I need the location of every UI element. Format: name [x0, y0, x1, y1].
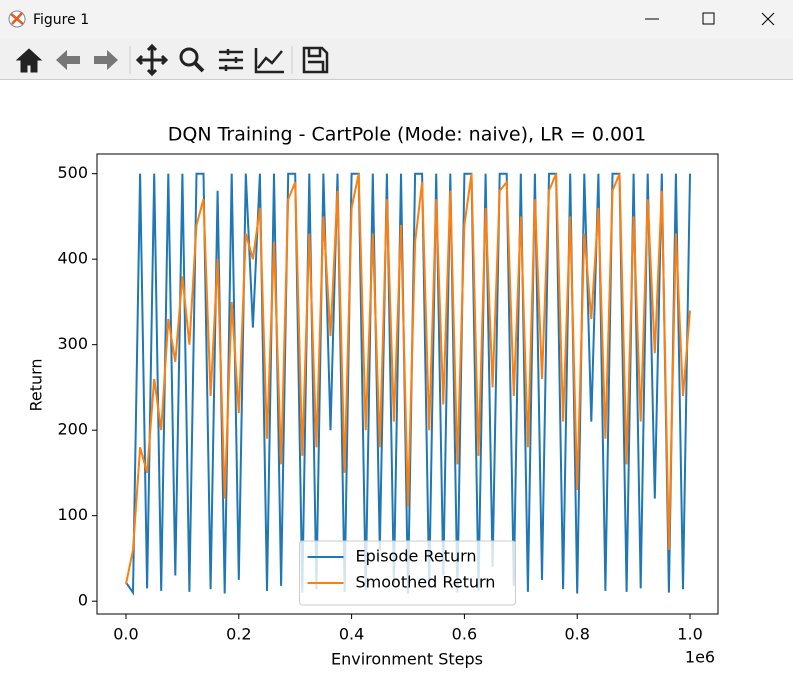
pan-button[interactable] [135, 43, 169, 77]
y-tick-label: 100 [57, 505, 88, 524]
x-tick-label: 0.2 [226, 625, 251, 644]
configure-button[interactable] [219, 49, 243, 71]
title-bar [0, 0, 793, 38]
series-line [125, 173, 691, 585]
home-button[interactable] [15, 48, 43, 73]
chart-title: DQN Training - CartPole (Mode: naive), L… [168, 124, 647, 146]
window-title: Figure 1 [33, 12, 89, 28]
maximize-button[interactable] [702, 12, 715, 25]
y-tick-label: 400 [57, 249, 88, 268]
y-tick-label: 500 [57, 163, 88, 182]
legend-label: Episode Return [356, 547, 477, 566]
y-tick-label: 0 [78, 591, 88, 610]
x-offset-label: 1e6 [685, 648, 715, 667]
x-axis-label: Environment Steps [331, 650, 483, 669]
y-tick-label: 300 [57, 334, 88, 353]
app-icon [8, 10, 26, 28]
legend-label: Smoothed Return [356, 573, 496, 592]
zoom-button[interactable] [179, 47, 205, 73]
x-tick-label: 0.6 [452, 625, 477, 644]
y-tick-label: 200 [57, 420, 88, 439]
x-tick-label: 0.0 [113, 625, 138, 644]
axes-frame [96, 153, 719, 615]
back-button[interactable] [56, 50, 80, 70]
x-tick-label: 0.4 [339, 625, 364, 644]
close-button[interactable] [761, 12, 775, 26]
y-axis-label: Return [27, 358, 46, 411]
save-button[interactable] [302, 46, 329, 74]
toolbar [0, 38, 793, 80]
x-tick-label: 0.8 [564, 625, 589, 644]
axes-button[interactable] [254, 48, 284, 74]
x-tick-label: 1.0 [677, 625, 702, 644]
legend-box [299, 540, 516, 606]
forward-button[interactable] [94, 50, 118, 70]
